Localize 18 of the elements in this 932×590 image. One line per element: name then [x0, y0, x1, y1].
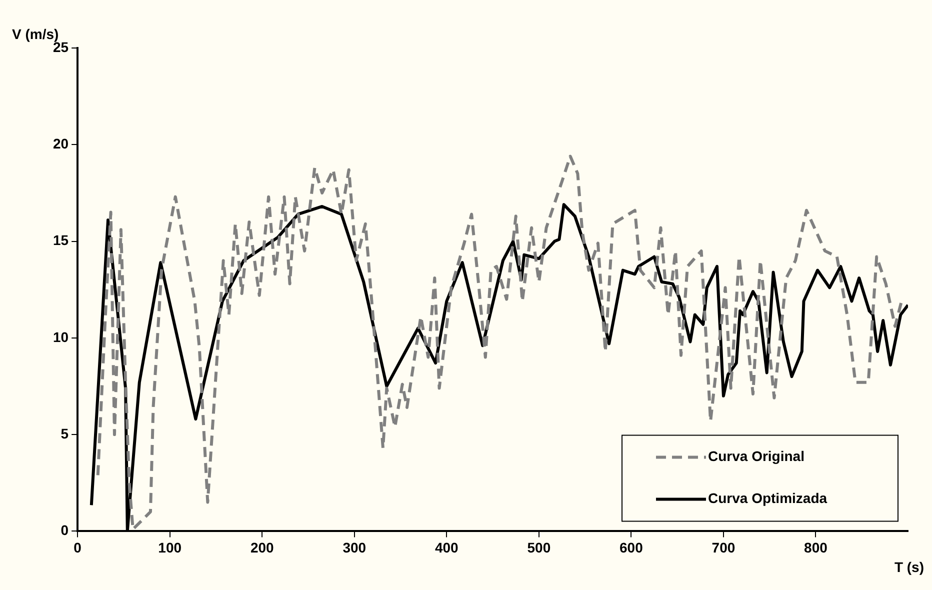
- x-tick-label: 300: [342, 539, 366, 556]
- x-tick-label: 0: [74, 539, 82, 556]
- x-tick-label: 400: [434, 539, 459, 556]
- x-tick-label: 100: [158, 539, 182, 556]
- x-tick-label: 200: [250, 539, 274, 556]
- y-tick-label: 0: [60, 522, 69, 538]
- legend-label: Curva Optimizada: [708, 490, 828, 506]
- y-tick-label: 20: [52, 136, 69, 152]
- x-tick-label: 600: [620, 539, 644, 556]
- y-tick-label: 5: [60, 425, 69, 442]
- y-axis-title: V (m/s): [12, 26, 59, 42]
- legend-label: Curva Original: [708, 448, 804, 464]
- y-tick-label: 10: [52, 328, 69, 345]
- x-tick-label: 500: [527, 539, 551, 556]
- y-tick-label: 15: [52, 232, 69, 248]
- x-tick-label: 800: [804, 539, 828, 556]
- x-axis-title: T (s): [894, 559, 924, 576]
- x-tick-label: 700: [712, 539, 736, 556]
